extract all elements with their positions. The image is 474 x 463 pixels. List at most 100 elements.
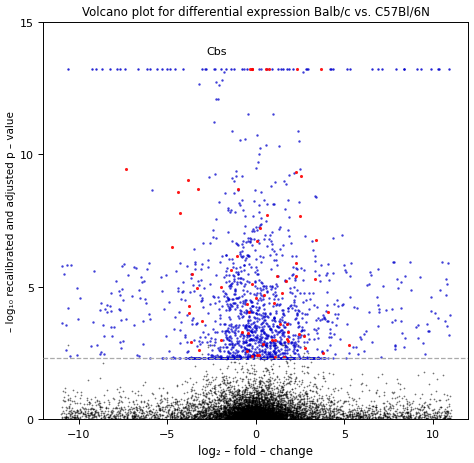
Point xyxy=(264,405,272,412)
Point xyxy=(273,355,281,362)
Point xyxy=(299,276,306,284)
Point xyxy=(255,413,263,420)
Point xyxy=(121,394,128,401)
Point xyxy=(246,375,254,382)
Point xyxy=(319,406,326,413)
Point xyxy=(268,414,276,421)
Point xyxy=(250,415,257,422)
Point xyxy=(269,400,276,407)
Point xyxy=(230,396,237,403)
Point xyxy=(279,410,287,418)
Point xyxy=(247,236,255,244)
Point xyxy=(250,413,257,420)
Point xyxy=(265,387,273,394)
Point xyxy=(266,407,273,414)
Point xyxy=(248,414,255,422)
Point xyxy=(235,412,243,419)
Point xyxy=(182,355,189,362)
Point xyxy=(88,410,95,417)
Point xyxy=(229,374,237,382)
Point xyxy=(294,343,301,350)
Point xyxy=(204,350,211,358)
Point xyxy=(326,413,334,420)
Point xyxy=(90,414,97,421)
Point xyxy=(311,409,319,416)
Point xyxy=(272,413,279,420)
Point xyxy=(179,406,186,413)
Point xyxy=(231,407,238,414)
Point xyxy=(211,388,219,395)
Point xyxy=(266,390,273,397)
Point xyxy=(269,201,277,208)
Point xyxy=(264,412,272,419)
Point xyxy=(273,413,281,420)
Point xyxy=(238,411,246,418)
Point xyxy=(430,411,438,419)
Point xyxy=(223,327,230,334)
Point xyxy=(305,354,312,361)
Point xyxy=(173,397,181,405)
Point xyxy=(254,406,261,413)
Point xyxy=(248,405,256,413)
Point xyxy=(63,415,70,422)
Point xyxy=(257,258,265,266)
Point xyxy=(158,398,165,405)
Point xyxy=(238,402,246,410)
Point xyxy=(112,415,120,423)
Point xyxy=(248,406,256,413)
Point xyxy=(359,415,366,423)
Point xyxy=(281,414,289,422)
Point xyxy=(409,406,417,413)
Point xyxy=(235,413,242,421)
Point xyxy=(239,409,246,416)
Point xyxy=(279,412,287,419)
Point xyxy=(269,413,276,421)
Point xyxy=(219,392,227,400)
Point xyxy=(268,405,276,412)
Point xyxy=(251,415,258,423)
Point xyxy=(187,406,195,413)
Point xyxy=(315,412,323,419)
Point xyxy=(103,410,111,418)
Point xyxy=(408,399,416,407)
Point xyxy=(393,275,401,283)
Point xyxy=(269,413,276,420)
Point xyxy=(222,408,229,416)
Point xyxy=(325,409,332,416)
Point xyxy=(222,409,230,417)
Point xyxy=(259,411,267,418)
Point xyxy=(255,395,263,402)
Point xyxy=(257,415,264,423)
Point xyxy=(237,415,245,422)
Point xyxy=(180,407,187,414)
Point xyxy=(117,66,124,74)
Point xyxy=(290,413,298,420)
Point xyxy=(264,413,272,420)
Point xyxy=(300,401,307,409)
Point xyxy=(243,413,250,420)
Point xyxy=(246,412,253,419)
Point xyxy=(189,355,197,362)
Point xyxy=(267,413,274,421)
Point xyxy=(236,405,244,412)
Point xyxy=(240,415,248,423)
Point xyxy=(286,413,294,420)
Point xyxy=(348,401,356,408)
Point xyxy=(266,415,273,422)
Point xyxy=(269,399,277,407)
Point xyxy=(117,405,125,412)
Point xyxy=(248,407,255,414)
Point xyxy=(256,402,264,409)
Point xyxy=(229,404,237,412)
Point xyxy=(292,414,299,421)
Point xyxy=(207,387,214,394)
Point xyxy=(128,409,135,416)
Point xyxy=(365,401,373,409)
Point xyxy=(244,252,251,259)
Point xyxy=(210,410,218,417)
Point xyxy=(261,408,269,415)
Point xyxy=(120,413,128,420)
Point xyxy=(147,402,155,409)
Point xyxy=(249,409,257,416)
Point xyxy=(274,413,282,420)
